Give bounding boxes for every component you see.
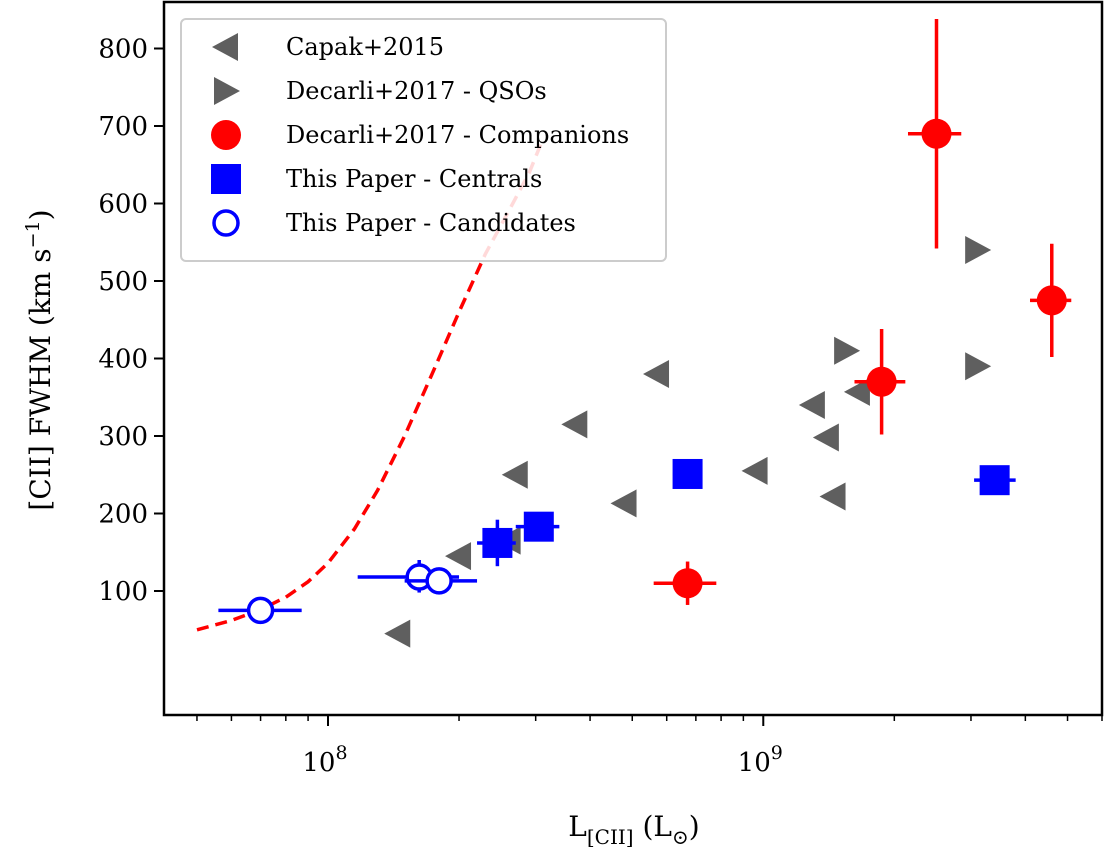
x-tick-label: 108 <box>302 742 347 778</box>
point-triangle-left-0-9 <box>812 423 839 452</box>
point-square-3-1 <box>515 511 560 542</box>
axes-layer: 100 200 300 400 500 600 700 800 108 109 <box>98 35 1103 778</box>
point-circle-2-3 <box>653 561 717 605</box>
point-square-3-3 <box>974 465 1016 496</box>
y-tick-label: 100 <box>98 577 148 607</box>
point-triangle-left-0-4 <box>561 410 588 439</box>
y-tick-label: 200 <box>98 500 148 530</box>
marker-triangle-right <box>965 352 992 381</box>
y-tick-label: 500 <box>98 267 148 297</box>
legend-label-capak: Capak+2015 <box>286 33 444 61</box>
point-triangle-left-0-3 <box>501 460 528 489</box>
legend-label-decarli-companions: Decarli+2017 - Companions <box>286 121 629 149</box>
y-tick-label: 400 <box>98 345 148 375</box>
point-triangle-right-1-1 <box>965 236 992 264</box>
marker-triangle-left <box>561 410 588 439</box>
marker-circle <box>921 118 952 149</box>
legend: Capak+2015 Decarli+2017 - QSOs Decarli+2… <box>180 18 667 262</box>
legend-symbol-square <box>211 164 241 194</box>
x-tick-label: 109 <box>738 742 783 778</box>
marker-open-circle <box>425 567 453 595</box>
marker-triangle-left <box>610 489 637 518</box>
point-square-3-2 <box>672 458 703 489</box>
marker-triangle-left <box>819 482 846 511</box>
marker-triangle-left <box>843 377 870 406</box>
marker-circle <box>866 366 897 397</box>
marker-triangle-left <box>798 391 825 419</box>
point-triangle-right-1-0 <box>834 336 861 365</box>
point-triangle-left-0-10 <box>819 482 846 511</box>
point-circle-2-1 <box>1030 243 1072 357</box>
point-triangle-left-0-8 <box>798 391 825 419</box>
point-triangle-left-0-1 <box>445 542 472 571</box>
marker-triangle-right <box>965 236 992 264</box>
marker-circle <box>672 568 703 599</box>
point-circle-2-0 <box>907 19 962 249</box>
legend-label-decarli-qsos: Decarli+2017 - QSOs <box>286 77 547 105</box>
y-tick-label: 700 <box>98 112 148 142</box>
point-circle-2-2 <box>854 329 906 435</box>
legend-symbol-circle <box>211 120 241 150</box>
data-marks-layer <box>218 19 1072 648</box>
marker-triangle-left <box>812 423 839 452</box>
point-triangle-left-0-7 <box>741 456 768 485</box>
legend-box <box>180 18 667 262</box>
marker-square <box>523 511 554 542</box>
marker-circle <box>1036 285 1067 316</box>
legend-symbol-triangle-right <box>214 77 240 105</box>
point-square-3-0 <box>477 519 516 567</box>
point-open-circle-4-0 <box>218 596 302 625</box>
point-triangle-left-0-5 <box>610 489 637 518</box>
y-tick-label: 300 <box>98 422 148 452</box>
legend-symbol-triangle-left <box>212 33 238 61</box>
marker-open-circle <box>246 596 275 625</box>
marker-triangle-left <box>501 460 528 489</box>
marker-triangle-left <box>384 619 411 648</box>
x-axis-label: L[CII] (L⊙) <box>568 810 699 848</box>
marker-triangle-left <box>643 360 670 388</box>
point-open-circle-4-2 <box>404 567 478 595</box>
marker-square <box>672 458 703 489</box>
y-tick-label: 600 <box>98 190 148 220</box>
marker-square <box>482 527 513 558</box>
marker-triangle-right <box>834 336 861 365</box>
point-triangle-left-0-11 <box>843 377 870 406</box>
marker-triangle-left <box>445 542 472 571</box>
y-tick-label: 800 <box>98 35 148 65</box>
y-axis-label: [CII] FWHM (km s−1) <box>22 209 57 510</box>
legend-symbol-open-circle <box>212 209 240 237</box>
point-triangle-left-0-0 <box>384 619 411 648</box>
marker-triangle-left <box>741 456 768 485</box>
marker-square <box>979 465 1010 496</box>
point-triangle-right-1-2 <box>965 352 992 381</box>
legend-label-centrals: This Paper - Centrals <box>286 165 542 193</box>
legend-label-candidates: This Paper - Candidates <box>286 209 576 237</box>
point-triangle-left-0-6 <box>643 360 670 388</box>
